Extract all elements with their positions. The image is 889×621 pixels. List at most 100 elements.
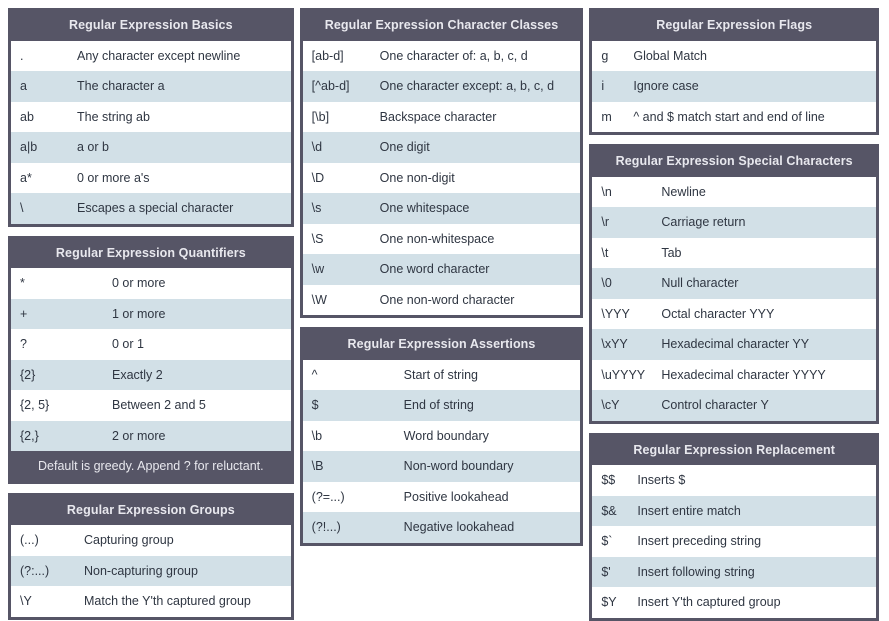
syntax-token: i (601, 79, 605, 93)
syntax-token: $$ (601, 473, 616, 487)
syntax-description: One non-word character (379, 292, 515, 307)
syntax-token: (?!...) (311, 520, 341, 534)
table-row: \S One non-whitespace (302, 223, 581, 254)
table-row: \t Tab (592, 237, 876, 268)
syntax-description: One whitespace (379, 201, 470, 215)
syntax-token: \d (311, 140, 323, 154)
syntax-token: \ (20, 201, 24, 215)
table-row: $` Insert preceding string (592, 526, 876, 557)
syntax-token: a* (20, 170, 32, 185)
table-row: $& Insert entire match (592, 495, 876, 526)
syntax-token: . (20, 48, 24, 63)
syntax-token: \s (311, 201, 322, 215)
table-row: (?!...) Negative lookahead (302, 512, 581, 543)
syntax-token: \S (311, 231, 324, 246)
table-row: \w One word character (302, 254, 581, 285)
table-card-special-characters: Regular Expression Special Characters \n N… (589, 144, 879, 424)
table-row: i Ignore case (592, 71, 876, 102)
table-body: [ab-d] One character of: a, b, c, d [^ab-d… (302, 40, 581, 315)
table-title: Regular Expression Replacement (633, 442, 836, 457)
syntax-token: ab (20, 109, 34, 124)
syntax-description: 0 or more a's (77, 170, 150, 185)
table-row: $' Insert following string (592, 556, 876, 587)
syntax-description: The string ab (77, 109, 150, 124)
table-row: [\b] Backspace character (302, 101, 581, 132)
table-row: \xYY Hexadecimal character YY (592, 329, 876, 360)
syntax-description: Positive lookahead (403, 489, 509, 504)
table-card-character-classes: Regular Expression Character Classes [ab-… (299, 8, 584, 318)
table-row: \Y Match the Y'th captured group (11, 586, 291, 617)
syntax-description: Negative lookahead (403, 520, 515, 534)
syntax-description: Exactly 2 (112, 367, 163, 382)
table-row: \0 Null character (592, 268, 876, 299)
syntax-token: g (601, 48, 609, 63)
table-row: \W One non-word character (302, 284, 581, 315)
table-body: \n Newline \r Carriage return \t Tab \0 Null ch… (592, 176, 876, 421)
syntax-token: \B (311, 459, 324, 473)
table-row: \d One digit (302, 132, 581, 163)
table-body: * 0 or more +1 or more? 0 or 1 {2} Exactly 2{… (11, 268, 291, 451)
table-row: (...) Capturing group (11, 525, 291, 556)
table-row: +1 or more (11, 298, 291, 329)
syntax-token: [\b] (311, 109, 330, 124)
syntax-description: Insert entire match (637, 503, 741, 518)
syntax-token: {2,} (20, 428, 39, 443)
syntax-description: Insert following string (637, 564, 755, 579)
table-title: Regular Expression Character Classes (324, 18, 559, 32)
table-card-assertions: Regular Expression Assertions ^ Start of s… (299, 327, 584, 546)
table-row: g Global Match (592, 40, 876, 71)
table-row: a* 0 or more a's (11, 162, 291, 193)
table-body: $$ Inserts $ $& Insert entire match $` Insert… (592, 465, 876, 618)
syntax-description: Capturing group (84, 533, 174, 547)
table-row: $Y Insert Y'th captured group (592, 587, 876, 618)
table-row: ^ Start of string (302, 359, 581, 390)
syntax-description: One character of: a, b, c, d (379, 48, 528, 63)
syntax-description: 1 or more (112, 306, 166, 321)
table-card-replacement: Regular Expression Replacement $$ Inserts … (589, 432, 879, 621)
syntax-token: (?:...) (20, 563, 50, 578)
table-footnote: Default is greedy. Append ? for reluctan… (38, 459, 264, 473)
syntax-description: ^ and $ match start and end of line (633, 109, 825, 124)
table-row: \r Carriage return (592, 207, 876, 238)
table-row: \n Newline (592, 176, 876, 207)
column-1: Regular Expression Basics . Any character … (8, 8, 294, 620)
table-row: \ Escapes a special character (11, 193, 291, 224)
table-row: \YYY Octal character YYY (592, 298, 876, 329)
table-row: m ^ and $ match start and end of line (592, 101, 876, 132)
table-title: Regular Expression Quantifiers (55, 245, 246, 260)
table-title: Regular Expression Flags (656, 18, 813, 32)
syntax-token: {2} (20, 367, 36, 382)
syntax-description: End of string (403, 398, 474, 412)
table-title: Regular Expression Basics (68, 18, 233, 32)
syntax-token: + (20, 306, 28, 321)
syntax-token: (?=...) (311, 489, 345, 504)
syntax-description: Carriage return (661, 215, 746, 229)
syntax-token: a (20, 79, 27, 93)
syntax-token: $' (601, 564, 611, 579)
syntax-token: $& (601, 503, 617, 518)
table-row: \B Non-word boundary (302, 451, 581, 482)
syntax-token: \uYYYY (601, 367, 646, 382)
table-row: \s One whitespace (302, 193, 581, 224)
syntax-token: \W (311, 292, 327, 307)
syntax-description: Match the Y'th captured group (84, 594, 251, 608)
syntax-token: [^ab-d] (311, 79, 350, 93)
table-row: \D One non-digit (302, 162, 581, 193)
syntax-token: \cY (601, 398, 620, 412)
table-title: Regular Expression Assertions (347, 337, 536, 351)
syntax-token: \t (601, 245, 609, 260)
table-body: . Any character except newline a The charac… (11, 40, 291, 224)
table-row: (?:...) Non-capturing group (11, 555, 291, 586)
syntax-description: Octal character YYY (661, 306, 775, 321)
table-row: {2,} 2 or more (11, 420, 291, 451)
syntax-token: a|b (20, 140, 38, 154)
table-card-groups: Regular Expression Groups (...) Capturing … (8, 492, 294, 620)
syntax-token: \Y (20, 594, 32, 608)
syntax-description: One non-digit (379, 170, 455, 185)
syntax-description: Tab (661, 245, 682, 260)
syntax-description: Insert preceding string (637, 534, 762, 548)
syntax-description: 0 or more (112, 276, 166, 290)
table-card-quantifiers: Regular Expression Quantifiers * 0 or more… (8, 235, 294, 484)
table-row: a|b a or b (11, 132, 291, 163)
